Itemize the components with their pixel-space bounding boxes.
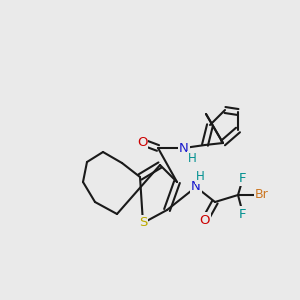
Text: N: N (179, 142, 189, 154)
Text: H: H (188, 152, 196, 164)
Text: F: F (239, 208, 247, 220)
Text: H: H (196, 170, 204, 184)
Text: S: S (139, 217, 147, 230)
Text: O: O (137, 136, 147, 148)
Text: O: O (200, 214, 210, 226)
Text: F: F (239, 172, 247, 184)
Text: N: N (191, 181, 201, 194)
Text: Br: Br (255, 188, 269, 202)
